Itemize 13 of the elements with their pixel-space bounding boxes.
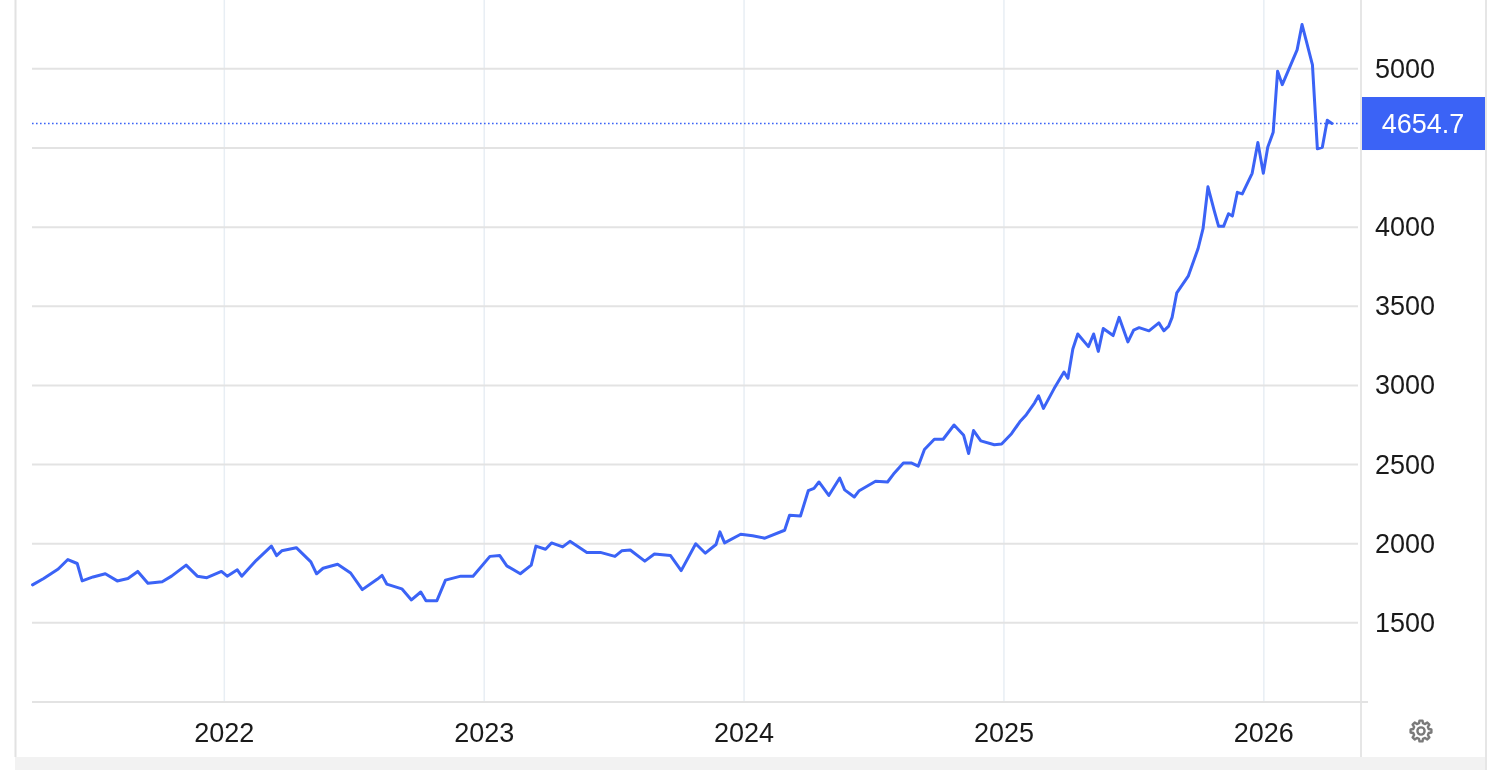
- y-tick-label: 1500: [1375, 607, 1436, 638]
- x-tick-label: 2025: [973, 718, 1034, 748]
- y-tick-label: 3500: [1375, 291, 1436, 322]
- y-tick-label: 3000: [1375, 370, 1436, 401]
- x-tick-label: 2023: [454, 718, 515, 748]
- y-tick-label: 2000: [1375, 528, 1436, 559]
- y-tick-label: 2500: [1375, 449, 1436, 480]
- x-tick-label: 2024: [714, 718, 775, 748]
- x-tick-label: 2022: [194, 718, 255, 748]
- ref-line-label: 4654.7: [1381, 108, 1465, 139]
- y-tick-label: 5000: [1375, 53, 1436, 84]
- x-tick-label: 2026: [1233, 718, 1294, 748]
- y-tick-label: 4000: [1375, 212, 1436, 243]
